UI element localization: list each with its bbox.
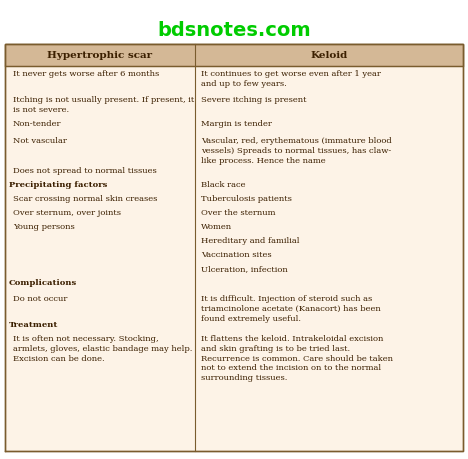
FancyBboxPatch shape — [5, 45, 463, 67]
Text: Itching is not usually present. If present, it
is not severe.: Itching is not usually present. If prese… — [13, 96, 194, 113]
Text: bdsnotes.com: bdsnotes.com — [157, 21, 311, 39]
Text: Vaccination sites: Vaccination sites — [201, 251, 272, 258]
Text: Complications: Complications — [9, 279, 77, 286]
Text: Keloid: Keloid — [310, 51, 348, 61]
Text: It continues to get worse even after 1 year
and up to few years.: It continues to get worse even after 1 y… — [201, 70, 381, 88]
Text: Treatment: Treatment — [9, 320, 58, 328]
Text: Women: Women — [201, 223, 232, 230]
Text: Non-tender: Non-tender — [13, 120, 61, 128]
Text: Young persons: Young persons — [13, 223, 75, 230]
Text: Vascular, red, erythematous (immature blood
vessels) Spreads to normal tissues, : Vascular, red, erythematous (immature bl… — [201, 137, 392, 164]
Text: Does not spread to normal tissues: Does not spread to normal tissues — [13, 167, 157, 174]
Text: Hypertrophic scar: Hypertrophic scar — [47, 51, 153, 61]
Text: Margin is tender: Margin is tender — [201, 120, 272, 128]
FancyBboxPatch shape — [5, 45, 463, 451]
Text: It is often not necessary. Stocking,
armlets, gloves, elastic bandage may help.
: It is often not necessary. Stocking, arm… — [13, 334, 192, 362]
Text: Over the sternum: Over the sternum — [201, 208, 276, 217]
Text: Black race: Black race — [201, 180, 246, 189]
Text: It is difficult. Injection of steroid such as
triamcinolone acetate (Kanacort) h: It is difficult. Injection of steroid su… — [201, 294, 381, 322]
Text: Precipitating factors: Precipitating factors — [9, 180, 107, 189]
Text: Ulceration, infection: Ulceration, infection — [201, 264, 288, 272]
Text: Severe itching is present: Severe itching is present — [201, 96, 307, 104]
Text: Over sternum, over joints: Over sternum, over joints — [13, 208, 121, 217]
Text: It flattens the keloid. Intrakeloidal excision
and skin grafting is to be tried : It flattens the keloid. Intrakeloidal ex… — [201, 334, 393, 381]
Text: Scar crossing normal skin creases: Scar crossing normal skin creases — [13, 195, 157, 202]
Text: Not vascular: Not vascular — [13, 137, 67, 145]
Text: Tuberculosis patients: Tuberculosis patients — [201, 195, 292, 202]
Text: Hereditary and familial: Hereditary and familial — [201, 236, 300, 245]
Text: Do not occur: Do not occur — [13, 294, 67, 302]
Text: It never gets worse after 6 months: It never gets worse after 6 months — [13, 70, 159, 78]
